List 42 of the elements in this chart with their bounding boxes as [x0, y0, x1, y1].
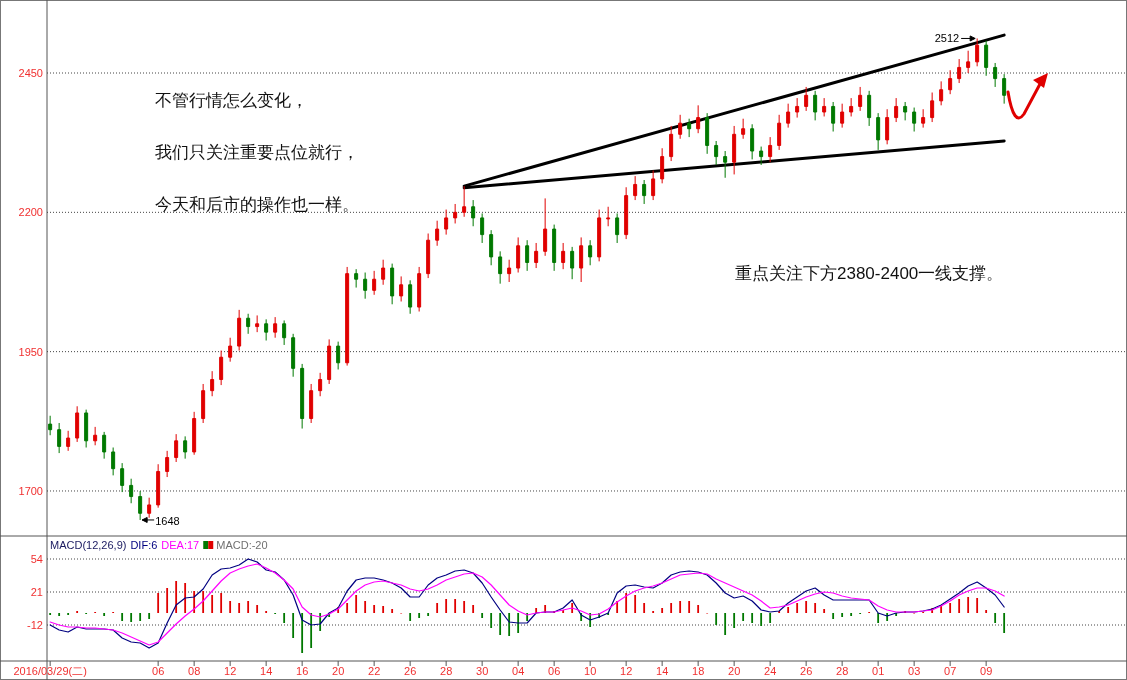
annotation: 我们只关注重要点位就行， [155, 143, 359, 162]
annotation: 2512 [934, 32, 960, 45]
x-tick-label: 12 [620, 665, 633, 677]
y-tick-label: 2450 [18, 67, 43, 80]
x-tick-label: 22 [368, 665, 381, 677]
x-tick-label: 06 [548, 665, 561, 677]
x-tick-label: 09 [980, 665, 993, 677]
x-tick-label: 07 [944, 665, 957, 677]
x-tick-label: 16 [296, 665, 309, 677]
x-tick-label: 2016/03/29(二) [13, 665, 87, 677]
x-tick-label: 20 [728, 665, 741, 677]
text: DIF:6 [130, 539, 158, 551]
x-tick-label: 01 [872, 665, 885, 677]
y-tick-label: 54 [30, 553, 43, 565]
x-tick-label: 14 [260, 665, 273, 677]
y-tick-label: 21 [30, 586, 43, 598]
y-tick-label: 1700 [18, 484, 43, 497]
y-tick-label: 1950 [18, 345, 43, 358]
chart-title: MACD(12,26,9) [50, 539, 127, 551]
x-tick-label: 18 [692, 665, 705, 677]
annotation: 不管行情怎么变化， [155, 91, 308, 110]
text: DEA:17 [161, 539, 200, 551]
legend-label: MACD:-20 [216, 539, 268, 551]
x-tick-label: 10 [584, 665, 597, 677]
y-tick-label: 2200 [18, 206, 43, 219]
x-tick-label: 04 [512, 665, 525, 677]
x-tick-label: 30 [476, 665, 489, 677]
x-tick-label: 14 [656, 665, 669, 677]
y-tick-label: -12 [27, 619, 43, 631]
x-tick-label: 26 [800, 665, 813, 677]
x-tick-label: 26 [404, 665, 417, 677]
annotation: 今天和后市的操作也一样。 [155, 195, 359, 214]
x-tick-label: 20 [332, 665, 345, 677]
x-tick-label: 28 [836, 665, 849, 677]
x-tick-label: 12 [224, 665, 237, 677]
x-tick-label: 24 [764, 665, 777, 677]
x-tick-label: 03 [908, 665, 921, 677]
x-tick-label: 08 [188, 665, 201, 677]
x-tick-label: 28 [440, 665, 453, 677]
annotation: 重点关注下方2380-2400一线支撑。 [735, 264, 1004, 283]
annotation: 1648 [155, 514, 180, 527]
x-tick-label: 06 [152, 665, 165, 677]
